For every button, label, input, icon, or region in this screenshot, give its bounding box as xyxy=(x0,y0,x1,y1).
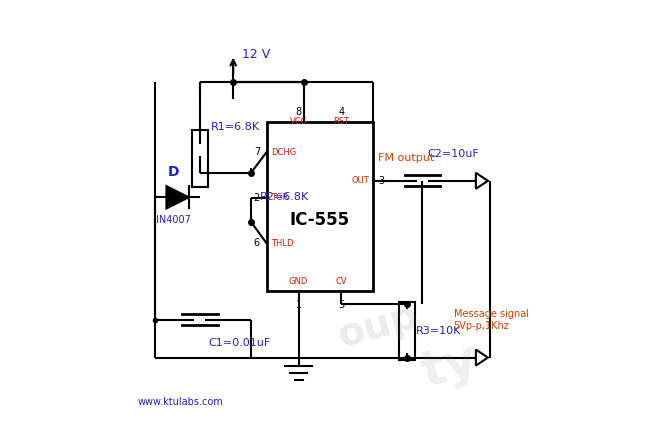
Text: RST: RST xyxy=(334,117,349,126)
Text: 7: 7 xyxy=(254,147,260,157)
Bar xyxy=(267,121,373,291)
Text: oup: oup xyxy=(334,297,422,355)
Polygon shape xyxy=(166,186,189,208)
Text: IC-555: IC-555 xyxy=(290,211,350,228)
Text: www.ktulabs.com: www.ktulabs.com xyxy=(138,397,223,407)
Text: CV: CV xyxy=(336,277,347,286)
Text: R3=10K: R3=10K xyxy=(416,326,461,336)
Text: ty: ty xyxy=(415,336,483,397)
Text: 4: 4 xyxy=(338,107,345,117)
Text: GND: GND xyxy=(289,277,308,286)
Text: OUT: OUT xyxy=(351,177,369,185)
Text: Message signal
5Vp-p,1Khz: Message signal 5Vp-p,1Khz xyxy=(454,309,529,331)
Text: 12 V: 12 V xyxy=(242,48,271,61)
Text: R1=6.8K: R1=6.8K xyxy=(211,122,260,132)
Text: 5: 5 xyxy=(338,300,345,310)
Bar xyxy=(192,129,208,188)
Text: TGR: TGR xyxy=(271,193,288,202)
Text: THLD: THLD xyxy=(271,239,293,248)
Text: C2=10uF: C2=10uF xyxy=(427,149,479,159)
Text: 1: 1 xyxy=(295,300,302,310)
Text: C1=0.01uF: C1=0.01uF xyxy=(209,337,271,348)
Text: 8: 8 xyxy=(295,107,302,117)
Text: 3: 3 xyxy=(378,176,384,186)
Text: FM output: FM output xyxy=(378,153,434,163)
Text: VCC: VCC xyxy=(290,117,308,126)
Text: IN4007: IN4007 xyxy=(156,215,191,225)
Text: 2: 2 xyxy=(254,193,260,203)
Text: D: D xyxy=(167,165,179,180)
Text: 6: 6 xyxy=(254,238,260,248)
Bar xyxy=(399,302,415,360)
Text: R2=6.8K: R2=6.8K xyxy=(260,192,309,202)
Text: DCHG: DCHG xyxy=(271,147,297,156)
